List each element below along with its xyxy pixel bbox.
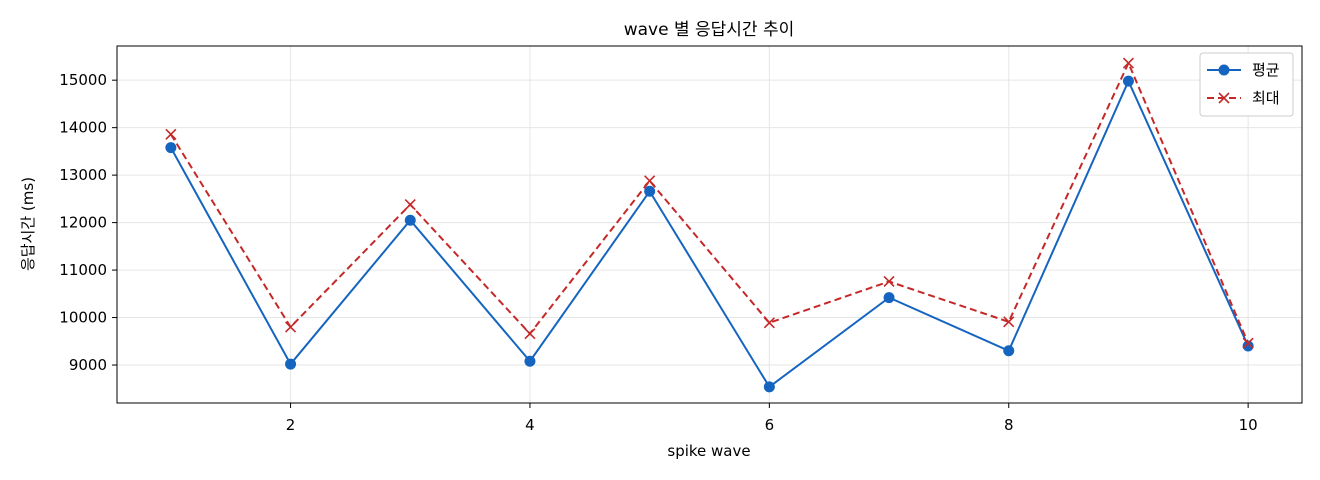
data-point-max	[1003, 316, 1015, 328]
x-tick-label: 10	[1239, 416, 1258, 434]
series-average	[165, 75, 1254, 393]
x-tick-label: 2	[286, 416, 296, 434]
legend-label: 최대	[1252, 89, 1280, 107]
x-axis-label: spike wave	[667, 442, 750, 460]
marker-stroke	[1003, 316, 1015, 328]
marker-stroke	[1218, 92, 1230, 104]
marker-stroke	[763, 317, 775, 329]
marker-stroke	[524, 328, 536, 340]
data-point-max	[1122, 57, 1135, 69]
axis-ticks: 2 4 6 8 10 9000 10000 11000 12000 13000 14000 15000	[59, 71, 1257, 434]
grid-lines	[117, 46, 1302, 403]
data-point-max	[763, 317, 775, 329]
data-point-average	[644, 185, 656, 197]
data-point-max	[883, 275, 895, 288]
series-line-average	[169, 78, 1250, 389]
marker-stroke	[165, 128, 177, 140]
y-tick-label: 13000	[59, 166, 107, 184]
legend-item-max: 최대	[1207, 89, 1280, 107]
data-point-average	[1122, 75, 1134, 87]
data-point-average	[165, 142, 177, 154]
marker-stroke	[883, 275, 895, 288]
data-point-average	[404, 214, 416, 226]
series-layer	[165, 57, 1254, 393]
data-point-max	[404, 198, 416, 211]
legend-item-average: 평균	[1207, 61, 1280, 79]
x-tick-label: 4	[525, 416, 535, 434]
y-tick-label: 10000	[59, 309, 107, 327]
data-point-average	[524, 355, 536, 367]
data-point-average	[763, 381, 775, 393]
plot-area-frame	[116, 45, 1303, 404]
legend-marker	[1218, 64, 1230, 76]
marker-stroke	[284, 321, 297, 333]
x-tick-label: 6	[765, 416, 775, 434]
data-point-max	[284, 321, 297, 333]
data-point-average	[1003, 345, 1015, 357]
y-tick-label: 11000	[59, 261, 107, 279]
data-point-average	[883, 292, 895, 304]
series-line-max	[170, 60, 1250, 344]
y-tick-label: 15000	[59, 71, 107, 89]
legend-label: 평균	[1252, 61, 1280, 79]
y-tick-label: 12000	[59, 214, 107, 232]
marker-stroke	[1242, 337, 1254, 349]
data-point-max	[644, 175, 656, 187]
data-point-max	[1242, 337, 1254, 349]
legend-marker	[1218, 92, 1230, 104]
x-tick-label: 8	[1004, 416, 1014, 434]
series-max	[165, 57, 1254, 349]
y-tick-label: 14000	[59, 119, 107, 137]
data-point-average	[285, 358, 297, 370]
data-point-max	[524, 328, 536, 340]
chart-title: wave 별 응답시간 추이	[624, 20, 795, 40]
data-point-max	[165, 128, 177, 140]
marker-stroke	[644, 175, 656, 187]
marker-stroke	[404, 198, 416, 211]
marker-stroke	[1122, 57, 1135, 69]
y-axis-label: 응답시간 (ms)	[19, 177, 37, 271]
y-tick-label: 9000	[69, 356, 107, 374]
